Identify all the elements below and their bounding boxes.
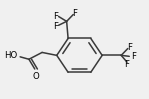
Text: F: F xyxy=(127,43,132,52)
Text: F: F xyxy=(72,9,77,18)
Text: F: F xyxy=(53,12,58,21)
Text: F: F xyxy=(53,22,58,31)
Text: O: O xyxy=(32,72,39,81)
Text: F: F xyxy=(131,52,136,61)
Text: F: F xyxy=(125,60,130,69)
Text: HO: HO xyxy=(4,51,17,60)
